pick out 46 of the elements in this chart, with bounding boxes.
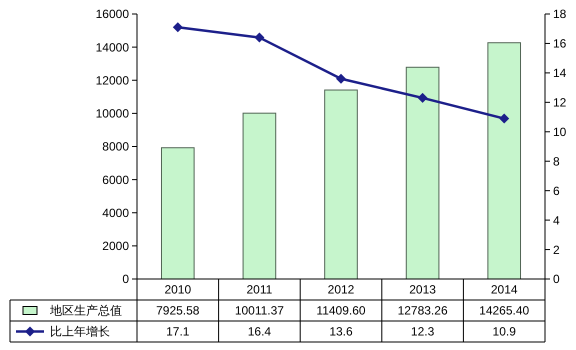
y-tick-label: 14000 — [96, 40, 130, 54]
bar — [406, 66, 440, 280]
data-label: 10011.37 — [234, 304, 284, 318]
data-label: 11409.60 — [316, 304, 366, 318]
y2-tick-label: 8 — [553, 154, 560, 168]
x-tick-label: 2013 — [409, 282, 436, 297]
data-label: 14265.40 — [479, 304, 530, 318]
legend-label: 比上年增长 — [50, 324, 110, 339]
x-tick-label: 2012 — [328, 282, 355, 297]
data-label: 12783.26 — [398, 304, 448, 318]
point — [172, 22, 183, 32]
y-tick-label: 2000 — [102, 239, 130, 254]
legend-label: 地区生产总值 — [49, 304, 122, 318]
y2-tick-label: 16 — [553, 36, 567, 51]
y2-tick-label: 2 — [553, 242, 560, 257]
y2-tick-label: 0 — [553, 272, 560, 286]
y2-tick-label: 6 — [553, 184, 560, 198]
point — [418, 92, 428, 103]
point — [499, 114, 510, 124]
point — [254, 32, 264, 43]
data-label: 13.6 — [329, 324, 353, 339]
y2-tick-label: 18 — [553, 7, 567, 22]
y-tick-label: 0 — [122, 272, 130, 286]
y-tick-label: 12000 — [96, 73, 130, 88]
data-label: 7925.58 — [156, 304, 200, 318]
bar — [324, 90, 358, 280]
x-tick-label: 2014 — [490, 282, 518, 297]
data-label: 12.3 — [410, 324, 435, 339]
y-tick-label: 16000 — [96, 7, 130, 22]
bar — [242, 112, 276, 280]
bar — [487, 42, 522, 280]
y2-tick-label: 12 — [553, 96, 567, 110]
data-label: 16.4 — [248, 324, 272, 339]
y2-tick-label: 4 — [553, 213, 560, 228]
x-tick-label: 2011 — [246, 282, 273, 297]
data-label: 17.1 — [166, 324, 190, 339]
y-tick-label: 10000 — [96, 106, 130, 121]
point — [336, 74, 346, 84]
bar — [160, 147, 195, 280]
y2-tick-label: 14 — [553, 66, 567, 80]
x-tick-label: 2010 — [164, 282, 192, 297]
y-tick-label: 8000 — [102, 140, 130, 154]
y-tick-label: 6000 — [102, 172, 130, 187]
data-label: 10.9 — [492, 324, 516, 339]
y2-tick-label: 10 — [553, 124, 567, 139]
y-tick-label: 4000 — [102, 206, 130, 220]
